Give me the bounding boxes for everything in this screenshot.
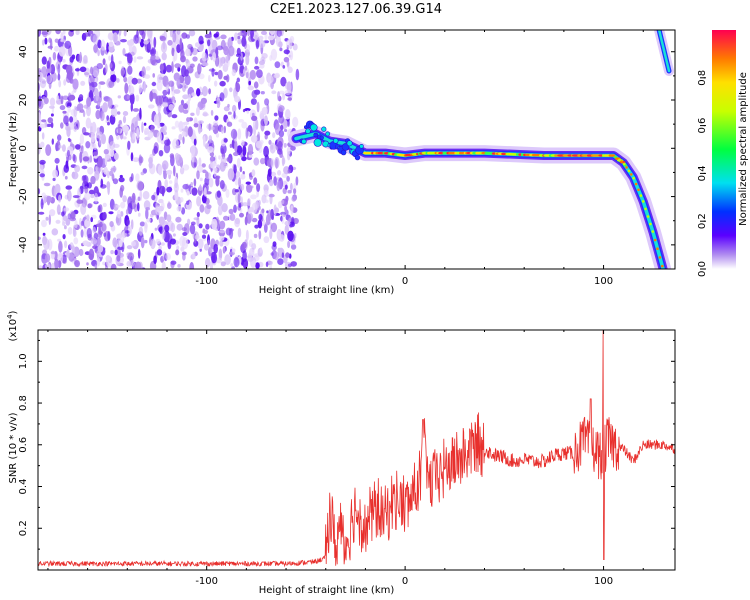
y-tick-label: 0	[18, 145, 29, 151]
y-axis-label: Frequency (Hz)	[8, 112, 19, 188]
colorbar: 0.0 0.2 0.4 0.6 0.8 Normalized spectral ampli…	[697, 30, 749, 277]
noise-region	[38, 30, 300, 269]
colorbar-tick-label: 0.0	[697, 261, 708, 277]
x-tick-label: 0	[402, 576, 408, 587]
colorbar-gradient	[712, 30, 736, 269]
spectrogram-marks	[38, 30, 674, 269]
spectrogram-axes: -100 0 100 -40 -20 0 20 40 Height of straight li…	[8, 30, 675, 296]
page-title: C2E1.2023.127.06.39.G14	[269, 2, 443, 17]
snr-axes: -100 0 100 0.2 0.4 0.6 0.8 1.0 Height of straigh…	[6, 310, 675, 596]
snr-marks	[38, 330, 675, 568]
colorbar-ticks: 0.0 0.2 0.4 0.6 0.8 Normalized spectral ampli…	[697, 70, 749, 277]
x-axis-label: Height of straight line (km)	[259, 585, 395, 596]
x-axis-label: Height of straight line (km)	[259, 285, 395, 296]
colorbar-label: Normalized spectral amplitude	[738, 72, 749, 226]
x-tick-label: 100	[594, 276, 613, 287]
snr-plot: -100 0 100 0.2 0.4 0.6 0.8 1.0 Height of straigh…	[6, 310, 676, 596]
y-tick-label: 40	[18, 45, 29, 58]
track2-cyan	[657, 30, 671, 73]
y-axis-label: SNR (10 * v/v)	[8, 412, 19, 483]
x-tick-label: -100	[195, 576, 218, 587]
colorbar-tick-label: 0.4	[697, 165, 708, 181]
y-tick-label: -40	[18, 237, 29, 253]
colorbar-tick-label: 0.8	[697, 70, 708, 86]
snr-frame	[37, 329, 676, 571]
y-tick-label: 20	[18, 94, 29, 107]
y-tick-label: -20	[18, 188, 29, 204]
colorbar-tick-label: 0.6	[697, 118, 708, 134]
x-tick-label: -100	[195, 276, 218, 287]
spectrogram-frame	[37, 29, 676, 270]
y-tick-label: 0.8	[18, 395, 29, 411]
track-core	[299, 120, 664, 268]
spectrogram-plot: -100 0 100 -40 -20 0 20 40 Height of straight li…	[8, 29, 676, 296]
y-tick-label: 0.6	[18, 437, 29, 453]
x-tick-label: 0	[402, 276, 408, 287]
x-tick-label: 100	[594, 576, 613, 587]
y-axis-multiplier: (x104)	[6, 310, 19, 341]
colorbar-tick-label: 0.2	[697, 213, 708, 229]
y-tick-label: 1.0	[18, 353, 29, 369]
snr-line	[38, 330, 675, 568]
y-tick-label: 0.4	[18, 479, 29, 495]
y-tick-label: 0.2	[18, 520, 29, 536]
